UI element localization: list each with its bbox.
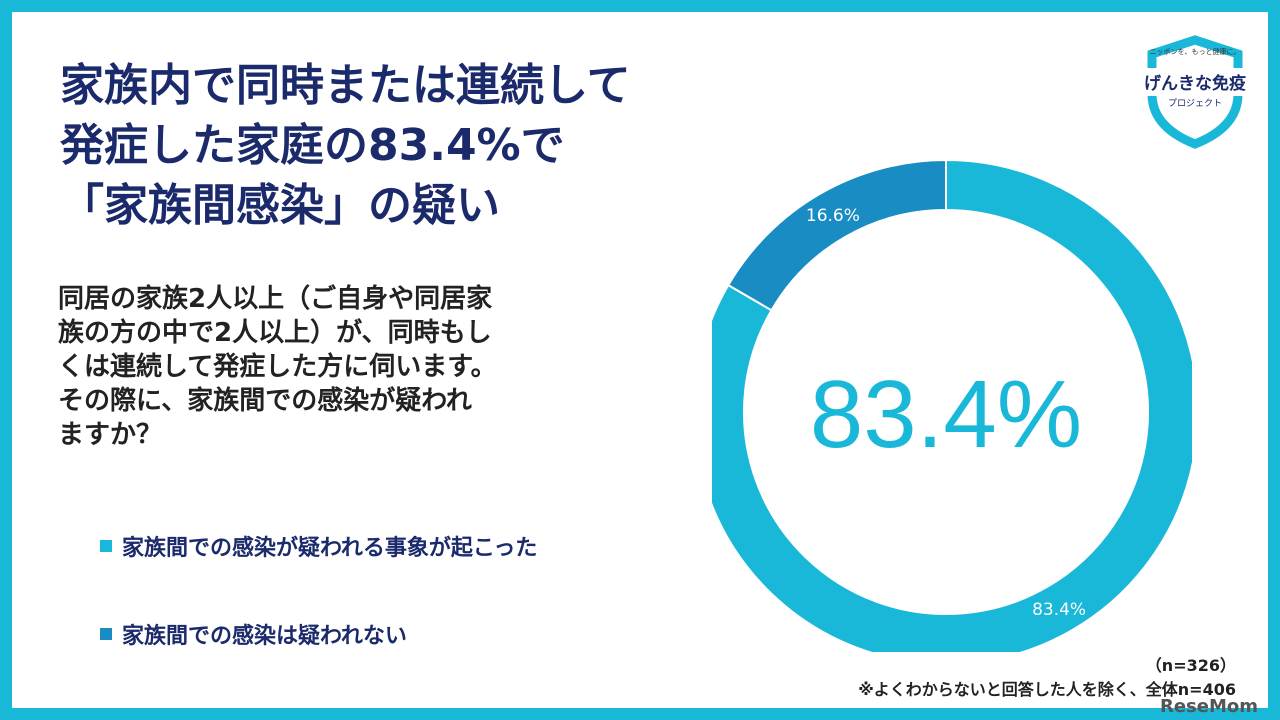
question-line-1: 同居の家族2人以上（ご自身や同居家 [58,284,493,314]
legend-item-yes: 家族間での感染が疑われる事象が起こった [100,530,537,562]
donut-slices [712,158,1192,652]
legend-item-no: 家族間での感染は疑われない [100,618,407,650]
question-line-5: ますか？ [58,420,163,450]
legend-swatch-no [100,628,112,640]
logo-sub: プロジェクト [1168,98,1222,109]
logo-name: げんきな免疫 [1144,73,1246,94]
survey-question: 同居の家族2人以上（ご自身や同居家 族の方の中で2人以上）が、同時もし くは連続… [58,282,638,452]
donut-slice-no [726,158,947,312]
donut-chart: 83.4% 83.4% 16.6% [712,158,1192,652]
question-line-4: その際に、家族間での感染が疑われ [58,386,472,416]
question-line-3: くは連続して発症した方に伺います。 [58,352,497,382]
resemom-watermark: ReseMom [1159,696,1258,717]
center-label: 83.4% [810,361,1082,468]
logo-tagline: ニッポンを、もっと健康に。 [1150,47,1241,56]
sample-size: （n=326） [1145,656,1236,675]
legend-swatch-yes [100,540,112,552]
question-line-2: 族の方の中で2人以上）が、同時もし [58,318,492,348]
slide: 家族内で同時または連続して 発症した家庭の83.4%で 「家族間感染」の疑い ニ… [12,12,1268,717]
title-line-3: 「家族間感染」の疑い [60,180,500,231]
footnote: ※よくわからないと回答した人を除く、全体n=406 [858,680,1236,699]
title-line-2: 発症した家庭の83.4%で [60,120,565,171]
legend-label-no: 家族間での感染は疑われない [122,624,407,649]
page-title: 家族内で同時または連続して 発症した家庭の83.4%で 「家族間感染」の疑い [60,56,760,236]
donut-slice-yes [712,158,1192,652]
data-label-no: 16.6% [806,206,860,226]
title-line-1: 家族内で同時または連続して [60,60,631,111]
genki-na-meneki-logo: ニッポンを、もっと健康に。 げんきな免疫 プロジェクト [1144,35,1246,149]
data-labels: 83.4% 16.6% [806,206,1086,620]
legend-label-yes: 家族間での感染が疑われる事象が起こった [122,536,538,561]
data-label-yes: 83.4% [1032,600,1086,620]
